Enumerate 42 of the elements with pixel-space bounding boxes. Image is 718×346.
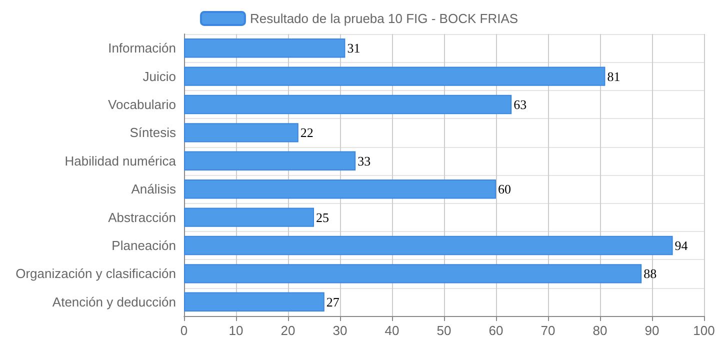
bar (184, 264, 642, 284)
y-tick-label: Análisis (131, 182, 176, 197)
x-tick-label: 40 (384, 323, 400, 338)
bar (184, 180, 496, 199)
x-tick-label: 10 (228, 323, 244, 338)
x-tick-label: 60 (488, 323, 504, 338)
y-tick-label: Organización y clasificación (16, 266, 176, 282)
bar (184, 151, 356, 170)
x-tick-label: 70 (540, 323, 556, 338)
y-tick-label: Juicio (142, 68, 176, 84)
data-label: 94 (674, 238, 688, 253)
bar (184, 236, 673, 256)
x-tick-label: 90 (644, 323, 660, 338)
x-tick-label: 50 (436, 323, 452, 338)
data-label: 81 (607, 68, 620, 84)
data-label: 31 (347, 40, 360, 56)
bar (184, 94, 512, 114)
bar (184, 123, 298, 142)
bar (184, 292, 324, 312)
data-label: 88 (644, 266, 657, 282)
y-tick-label: Vocabulario (108, 97, 176, 112)
x-tick-label: 80 (592, 323, 608, 338)
data-label: 27 (326, 294, 340, 310)
x-tick-label: 30 (332, 323, 348, 338)
legend-label: Resultado de la prueba 10 FIG - BOCK FRIAS (250, 11, 518, 26)
y-tick-label: Habilidad numérica (64, 153, 177, 168)
y-tick-label: Atención y deducción (52, 294, 176, 310)
data-label: 25 (316, 210, 329, 225)
bar (184, 38, 346, 58)
y-tick-label: Planeación (112, 238, 176, 253)
y-tick-label: Abstracción (108, 210, 176, 225)
data-label: 33 (358, 153, 371, 168)
y-tick-label: Síntesis (130, 125, 176, 140)
data-label: 60 (498, 182, 511, 197)
x-tick-label: 100 (693, 323, 715, 338)
data-label: 63 (514, 97, 527, 112)
x-tick-label: 20 (280, 323, 296, 338)
y-tick-label: Información (108, 40, 176, 56)
data-label: 22 (300, 125, 314, 140)
bar (184, 208, 314, 227)
x-tick-label: 0 (180, 323, 188, 338)
bar (184, 66, 606, 86)
